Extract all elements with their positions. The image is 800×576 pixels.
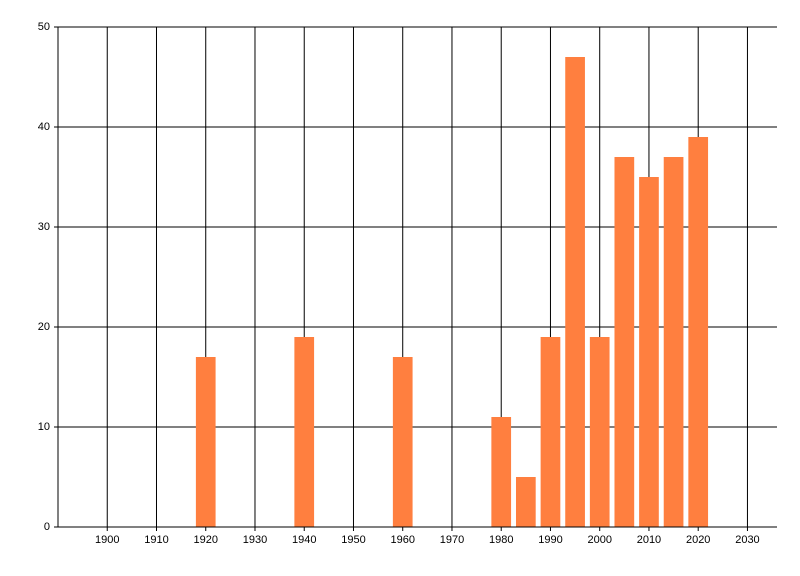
- x-tick-label: 1910: [144, 534, 168, 546]
- y-tick-label: 0: [44, 521, 50, 533]
- x-tick-label: 1930: [243, 534, 267, 546]
- y-tick-label: 50: [38, 21, 50, 33]
- bar: [639, 177, 659, 527]
- bar: [515, 477, 536, 527]
- bar: [688, 137, 709, 527]
- x-tick-label: 1990: [538, 534, 562, 546]
- x-tick-label: 2010: [637, 534, 661, 546]
- bar: [540, 337, 561, 527]
- x-tick-label: 2030: [735, 534, 759, 546]
- bar: [565, 57, 585, 527]
- bar: [294, 337, 315, 527]
- bar: [663, 157, 684, 527]
- bar: [195, 357, 216, 527]
- bar: [392, 357, 413, 527]
- bar: [589, 337, 610, 527]
- x-tick-label: 1970: [440, 534, 464, 546]
- x-tick-label: 1950: [341, 534, 365, 546]
- x-tick-label: 2020: [686, 534, 710, 546]
- x-tick-label: 1960: [390, 534, 414, 546]
- y-tick-label: 20: [38, 321, 50, 333]
- y-tick-label: 40: [38, 121, 50, 133]
- x-tick-label: 1900: [95, 534, 119, 546]
- x-tick-label: 1980: [489, 534, 513, 546]
- x-tick-label: 1920: [193, 534, 217, 546]
- y-tick-label: 10: [38, 421, 50, 433]
- bar: [614, 157, 635, 527]
- x-tick-label: 1940: [292, 534, 316, 546]
- y-tick-label: 30: [38, 221, 50, 233]
- x-tick-label: 2000: [587, 534, 611, 546]
- bar: [491, 417, 512, 527]
